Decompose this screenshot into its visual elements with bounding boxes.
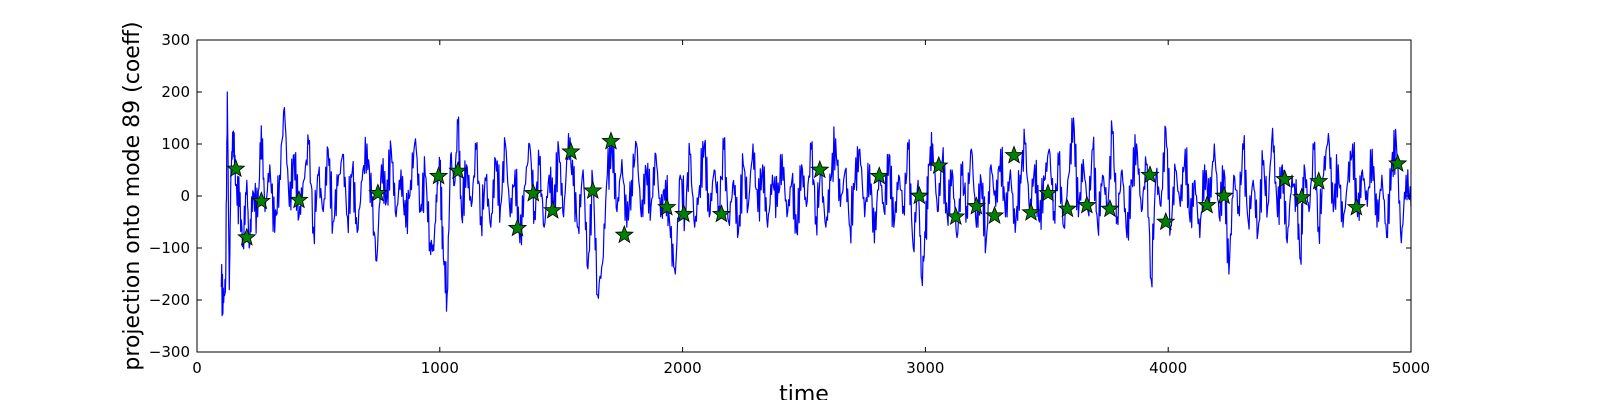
star-marker <box>251 191 271 210</box>
star-marker <box>614 224 634 244</box>
star-marker <box>601 131 621 150</box>
x-tick-label: 4000 <box>1149 359 1187 377</box>
star-marker <box>1197 195 1217 214</box>
y-tick-label: −300 <box>149 343 190 361</box>
y-tick-label: −200 <box>149 291 190 309</box>
star-marker <box>1346 197 1367 216</box>
star-marker <box>1004 145 1024 164</box>
star-marker <box>869 166 889 185</box>
star-marker <box>657 197 677 216</box>
x-tick-label: 2000 <box>664 359 702 377</box>
star-marker <box>289 190 309 209</box>
star-marker <box>946 206 966 225</box>
star-marker <box>810 159 830 179</box>
marker-layer <box>226 131 1408 246</box>
star-marker <box>583 180 603 199</box>
star-marker <box>507 218 528 237</box>
star-marker <box>1388 153 1408 172</box>
star-marker <box>1275 169 1295 188</box>
star-marker <box>674 204 694 223</box>
star-marker <box>711 204 732 223</box>
y-tick-label: 300 <box>161 31 190 49</box>
star-marker <box>1100 198 1120 218</box>
y-axis-label: projection onto mode 89 (coeff) <box>120 21 145 370</box>
series-line <box>220 91 1412 317</box>
star-marker <box>1077 195 1097 214</box>
star-marker <box>523 183 543 202</box>
x-axis-label: time <box>779 382 829 400</box>
x-tick-label: 3000 <box>906 359 944 377</box>
star-marker <box>1038 183 1058 202</box>
star-marker <box>1156 211 1176 231</box>
series-layer <box>220 91 1412 317</box>
y-tick-label: 100 <box>161 135 190 153</box>
star-marker <box>448 160 468 180</box>
star-marker <box>1140 165 1160 184</box>
x-tick-label: 0 <box>192 359 202 377</box>
star-marker <box>929 155 949 175</box>
star-marker <box>1292 187 1312 206</box>
y-tick-label: 200 <box>161 83 190 101</box>
star-marker <box>237 227 257 246</box>
x-tick-label: 5000 <box>1392 359 1430 377</box>
star-marker <box>226 158 246 178</box>
y-tick-label: −100 <box>149 239 190 257</box>
star-marker <box>909 185 929 205</box>
star-marker <box>428 166 449 185</box>
star-marker <box>984 205 1005 224</box>
star-marker <box>1309 171 1329 190</box>
star-marker <box>1057 198 1078 218</box>
star-marker <box>1021 202 1041 221</box>
x-tick-label: 1000 <box>421 359 459 377</box>
star-marker <box>368 183 388 202</box>
y-tick-label: 0 <box>180 187 190 205</box>
star-marker <box>966 196 987 215</box>
tick-layer: 0 1000 2000 3000 4000 5000 −300 −200 −100 0 100 200… <box>149 31 1430 377</box>
star-marker <box>543 200 563 219</box>
star-marker <box>1214 185 1234 205</box>
star-marker <box>561 141 581 160</box>
